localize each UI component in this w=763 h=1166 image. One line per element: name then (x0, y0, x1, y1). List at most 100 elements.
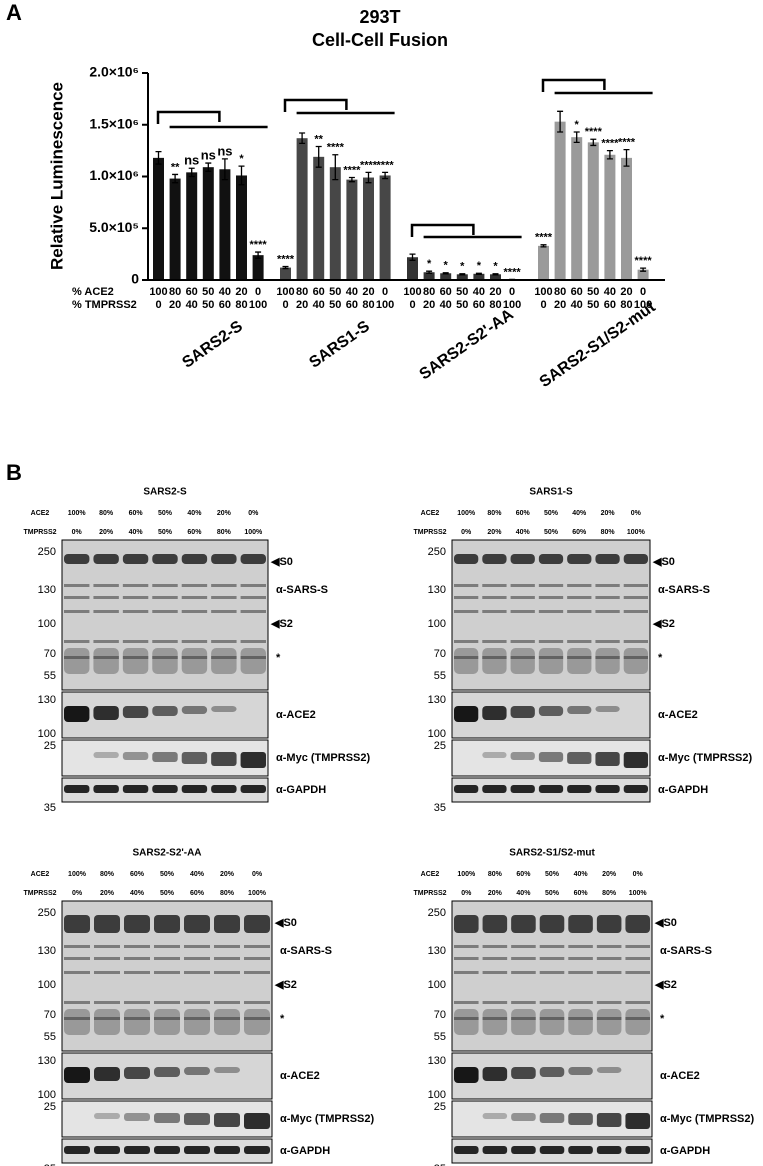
significance-label: **** (618, 136, 636, 148)
band (510, 584, 535, 587)
group-label: SARS2-S2'-AA (417, 306, 518, 384)
band (214, 1146, 240, 1154)
tmprss2-label: 80 (235, 299, 247, 311)
bracket (541, 78, 653, 95)
band (124, 957, 150, 960)
marker-label: 100 (428, 618, 446, 630)
lane-label: 80% (99, 510, 114, 517)
lane-label: 80% (100, 871, 115, 878)
bar (346, 179, 358, 280)
lane-label: 100% (627, 529, 646, 536)
band (623, 640, 648, 643)
band (568, 1001, 593, 1004)
band (184, 971, 210, 974)
bar (473, 273, 485, 280)
ace2-label: 80 (554, 286, 566, 298)
band (154, 1146, 180, 1154)
tmprss2-label: 40 (186, 299, 198, 311)
lane-label: 20% (220, 871, 235, 878)
significance-label: * (239, 153, 244, 165)
lane-label: 40% (516, 529, 531, 536)
band (211, 610, 237, 613)
band (539, 1001, 565, 1004)
marker-label: 35 (434, 802, 446, 814)
band (181, 785, 208, 793)
blot-title: SARS2-S2'-AA (132, 848, 201, 859)
significance-label: * (477, 260, 482, 272)
marker-label: 100 (38, 728, 56, 740)
lane-row-label: ACE2 (31, 510, 50, 517)
band (623, 554, 648, 564)
band (568, 971, 593, 974)
lane-label: 100% (68, 510, 87, 517)
marker-label: 55 (44, 670, 56, 682)
band (568, 1009, 593, 1035)
band (214, 1113, 240, 1127)
marker-label: 100 (38, 618, 56, 630)
annotation: α-SARS-S (658, 584, 710, 596)
bracket (283, 98, 395, 115)
tmprss2-label: 50 (456, 299, 468, 311)
band (214, 1017, 240, 1020)
band (64, 1009, 90, 1035)
band (623, 752, 648, 768)
lane-row-label: TMPRSS2 (413, 890, 446, 897)
band (184, 1113, 210, 1125)
annotation: α-ACE2 (660, 1070, 700, 1082)
band (596, 1146, 622, 1154)
band (211, 554, 237, 564)
significance-label: ns (217, 143, 232, 158)
error-bar (409, 253, 416, 261)
band (623, 596, 648, 599)
lane-row-label: ACE2 (421, 510, 440, 517)
bar (538, 245, 549, 280)
band (244, 1146, 270, 1154)
tmprss2-label: 50 (202, 299, 214, 311)
band (122, 752, 149, 760)
band (568, 1017, 593, 1020)
ace2-label: 50 (202, 286, 214, 298)
ace2-label: 40 (604, 286, 616, 298)
band (94, 1009, 120, 1035)
band (124, 1067, 150, 1079)
band (64, 1001, 90, 1004)
tmprss2-label: 20 (554, 299, 566, 311)
tmprss2-label: 60 (219, 299, 231, 311)
marker-label: 130 (38, 1055, 56, 1067)
tmprss2-label: 100 (376, 299, 394, 311)
band (154, 915, 180, 933)
error-bar (573, 131, 580, 143)
band (482, 971, 508, 974)
band (152, 596, 178, 599)
significance-label: **** (601, 138, 619, 150)
significance-label: **** (277, 253, 295, 265)
ace2-label: 100 (276, 286, 294, 298)
lane-label: 60% (130, 871, 145, 878)
bar (423, 272, 435, 280)
error-bar (299, 132, 306, 145)
ace2-label: 100 (149, 286, 167, 298)
band (184, 945, 210, 948)
bar (637, 269, 649, 280)
band (93, 648, 119, 674)
tmprss2-label: 40 (440, 299, 452, 311)
band (154, 971, 180, 974)
marker-label: 70 (434, 1009, 446, 1021)
band (454, 656, 479, 659)
annotation: α-Myc (TMPRSS2) (660, 1113, 754, 1125)
ace2-label: 20 (362, 286, 374, 298)
band (567, 752, 592, 764)
marker-label: 130 (428, 1055, 446, 1067)
significance-label: **** (585, 126, 603, 138)
band (122, 706, 149, 718)
significance-label: * (493, 261, 498, 273)
marker-label: 25 (44, 1101, 56, 1113)
band (93, 752, 119, 758)
band (511, 915, 536, 933)
band (511, 971, 536, 974)
y-tick-label: 2.0×10⁶ (89, 64, 139, 80)
band (482, 1009, 508, 1035)
band (539, 1009, 565, 1035)
bar (153, 157, 164, 280)
